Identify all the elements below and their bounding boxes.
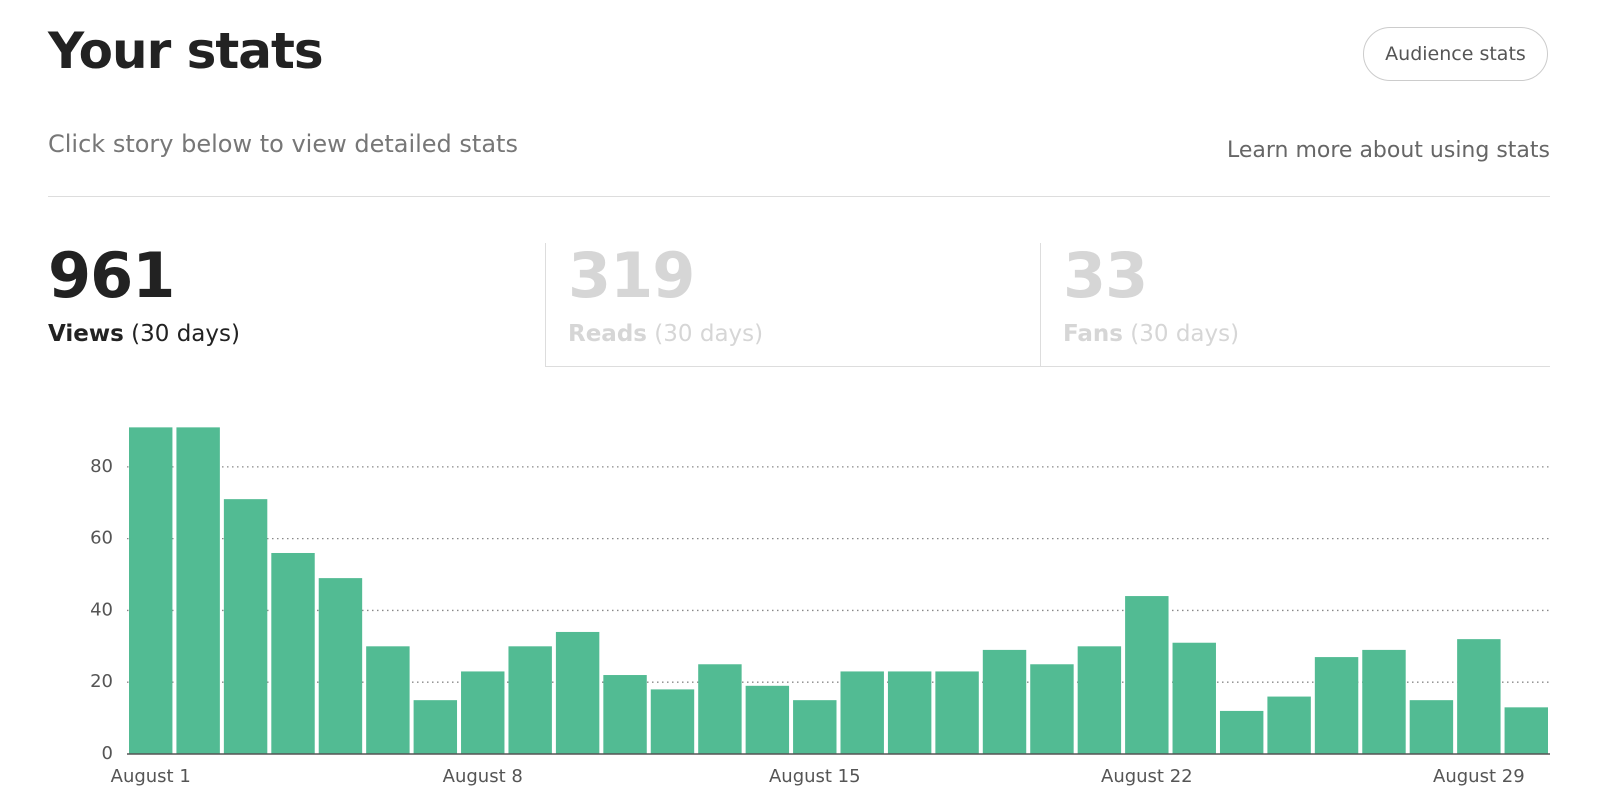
bar: [982, 649, 1027, 754]
x-tick-label: August 22: [1101, 766, 1193, 787]
tab-period: (30 days): [131, 321, 240, 347]
learn-more-link[interactable]: Learn more about using stats: [1226, 138, 1550, 163]
bar: [698, 664, 742, 754]
reads-tab[interactable]: 319 Reads (30 days): [545, 243, 1040, 367]
bar: [1267, 696, 1311, 754]
tab-name: Fans: [1063, 321, 1123, 347]
bar: [1172, 642, 1216, 754]
x-tick-label: August 1: [111, 766, 191, 787]
tab-period: (30 days): [1130, 321, 1240, 347]
bar: [935, 671, 979, 754]
y-tick-label: 0: [102, 743, 113, 764]
bar: [1504, 707, 1548, 754]
bar: [1077, 646, 1122, 754]
x-tick-label: August 8: [443, 766, 523, 787]
bar: [887, 671, 932, 754]
bar: [1362, 649, 1406, 754]
bar: [271, 552, 315, 754]
bar: [1409, 700, 1454, 754]
tab-value: 319: [568, 239, 695, 312]
y-tick-label: 40: [90, 599, 113, 620]
audience-stats-button[interactable]: Audience stats: [1363, 27, 1548, 81]
bar: [508, 646, 552, 754]
tab-label: Views (30 days): [48, 321, 545, 347]
tab-period: (30 days): [654, 321, 764, 347]
bar: [413, 700, 458, 754]
tab-name: Views: [48, 321, 124, 347]
y-tick-label: 60: [90, 528, 113, 549]
bar: [461, 671, 505, 754]
page-title: Your stats: [48, 22, 324, 80]
bar: [1030, 664, 1074, 754]
bar: [793, 700, 837, 754]
bar: [603, 675, 647, 754]
views-tab[interactable]: 961 Views (30 days): [48, 243, 545, 367]
bar: [1314, 657, 1359, 754]
x-tick-label: August 15: [769, 766, 861, 787]
bar: [223, 499, 268, 754]
bar: [1125, 596, 1169, 754]
bar: [1457, 639, 1501, 754]
bar: [555, 631, 600, 754]
tab-label: Reads (30 days): [568, 321, 1040, 347]
y-tick-label: 80: [90, 456, 113, 477]
subtitle: Click story below to view detailed stats: [48, 130, 518, 158]
tab-name: Reads: [568, 321, 647, 347]
y-tick-label: 20: [90, 671, 113, 692]
bar: [129, 427, 173, 754]
bar: [745, 685, 790, 754]
bar: [176, 427, 220, 754]
tab-label: Fans (30 days): [1063, 321, 1550, 347]
bar: [318, 578, 363, 754]
divider: [48, 196, 1550, 197]
bar: [840, 671, 884, 754]
x-tick-label: August 29: [1433, 766, 1525, 787]
tab-value: 33: [1063, 239, 1148, 312]
bar: [366, 646, 410, 754]
fans-tab[interactable]: 33 Fans (30 days): [1040, 243, 1550, 367]
tab-value: 961: [48, 239, 175, 312]
bar: [650, 689, 695, 754]
bar: [1219, 710, 1264, 754]
